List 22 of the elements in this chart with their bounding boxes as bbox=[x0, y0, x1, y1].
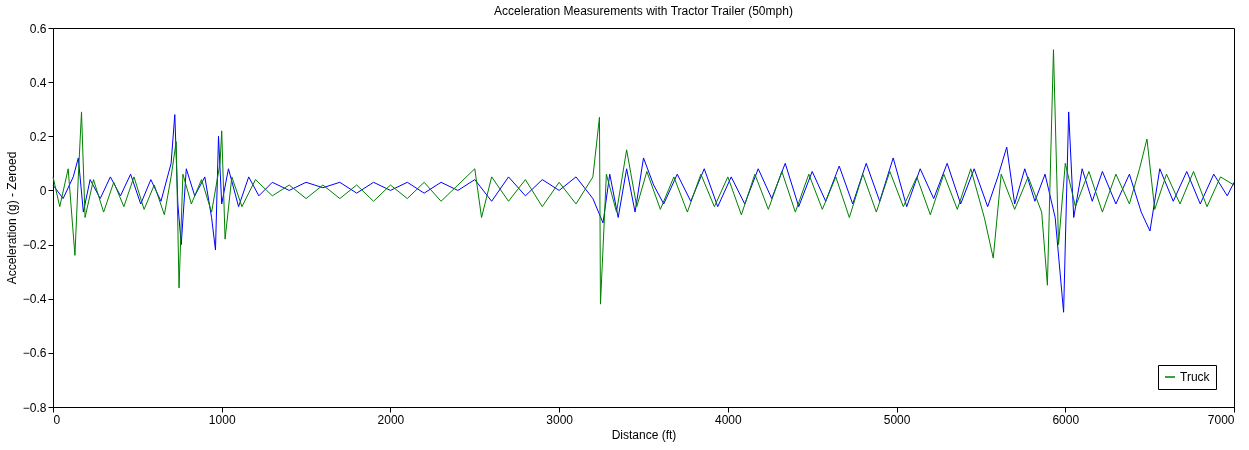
x-tick-label: 2000 bbox=[377, 412, 405, 427]
chart-title: Acceleration Measurements with Tractor Trailer (50mph) bbox=[494, 4, 793, 18]
y-axis-title: Acceleration (g) - Zeroed bbox=[4, 151, 19, 285]
x-tick-label: 5000 bbox=[883, 412, 911, 427]
legend-label: Truck bbox=[1180, 370, 1211, 384]
y-tick-label: −0.6 bbox=[22, 346, 47, 361]
x-axis-title: Distance (ft) bbox=[611, 427, 677, 442]
x-tick-label: 6000 bbox=[1052, 412, 1080, 427]
y-tick-label: 0.4 bbox=[29, 75, 47, 90]
x-tick-label: 1000 bbox=[208, 412, 236, 427]
y-tick-label: 0 bbox=[39, 183, 47, 198]
line-series bbox=[52, 111, 1235, 313]
y-tick-label: 0.2 bbox=[29, 129, 47, 144]
x-tick-label: 0 bbox=[53, 412, 61, 427]
y-tick-label: 0.6 bbox=[29, 21, 47, 36]
y-tick-label: −0.2 bbox=[22, 238, 47, 253]
line-series bbox=[52, 49, 1235, 305]
x-tick-label: 4000 bbox=[715, 412, 743, 427]
x-tick-label: 7000 bbox=[1207, 412, 1235, 427]
x-tick-label: 3000 bbox=[546, 412, 574, 427]
y-tick-label: −0.8 bbox=[22, 400, 47, 415]
y-tick-label: −0.4 bbox=[22, 292, 47, 307]
